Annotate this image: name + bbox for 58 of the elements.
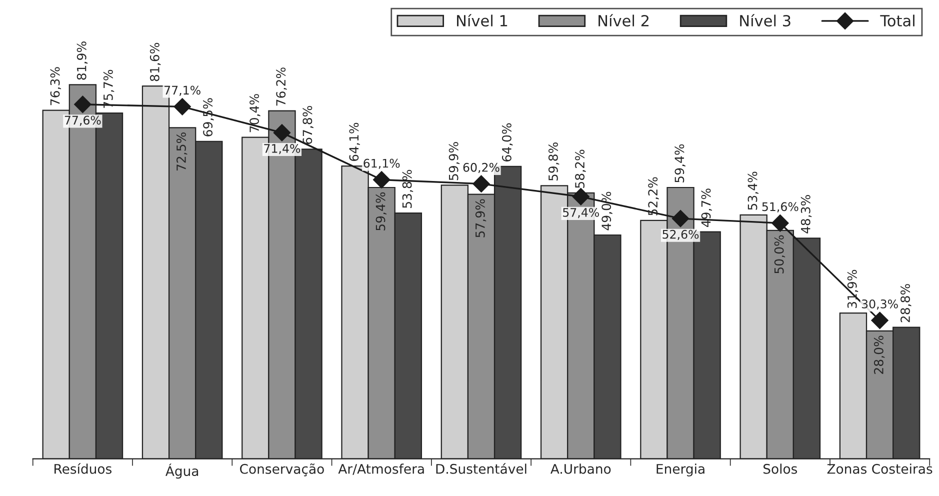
data-label: 31,9% [847,270,858,308]
point [772,214,789,232]
data-label: 77,6% [64,116,101,126]
data-label: 76,3% [50,67,62,106]
data-label: 49,0% [602,192,612,230]
data-label: 69,5% [203,98,214,136]
data-label: 60,2% [463,162,500,174]
point [672,210,690,228]
x-tick-label: Conservação [240,463,324,476]
data-label: 57,4% [563,208,599,218]
point [273,124,291,142]
data-label: 59,4% [674,144,686,182]
data-label: 61,1% [364,158,400,169]
x-tick-label: D.Sustentável [436,463,526,474]
x-tick-label: Água [166,464,198,479]
data-label: 81,9% [76,42,88,80]
x-tick-label: Energia [656,464,704,476]
data-label: 30,3% [862,299,898,310]
data-label: 59,8% [548,142,560,181]
data-label: 75,7% [103,70,114,108]
data-label: 64,1% [349,122,360,161]
data-label: 70,4% [250,94,260,132]
data-label: 59,9% [448,142,460,180]
data-label: 67,8% [302,106,314,144]
data-label: 53,8% [402,170,414,208]
data-label: 48,3% [800,195,812,234]
data-label: 52,6% [662,230,699,240]
data-label: 81,6% [150,42,161,82]
legend-label: Nível 2 [598,14,648,27]
point [373,171,390,188]
data-label: 76,2% [276,68,287,106]
data-label: 28,0% [874,336,885,374]
legend-label: Nível 3 [740,14,790,27]
data-label: 72,5% [176,132,188,171]
point [74,96,92,113]
x-tick-label: A.Urbano [550,464,611,474]
x-tick-label: Zonas Costeiras [827,464,932,474]
data-label: 57,9% [475,199,486,238]
point [871,312,888,329]
data-label: 64,0% [502,123,513,162]
data-label: 53,4% [748,172,758,210]
data-label: 59,4% [376,192,386,230]
point [572,188,590,206]
data-label: 52,2% [648,177,659,216]
point [174,98,191,116]
data-label: 77,1% [164,86,200,96]
x-tick-label: Solos [763,464,798,474]
legend-label: Total [880,14,914,27]
data-label: 28,8% [900,284,912,322]
data-label: 50,0% [774,235,786,274]
x-tick-label: Resíduos [54,463,112,474]
data-label: 49,7% [701,188,712,228]
data-label: 58,2% [575,150,586,188]
data-label: 71,4% [264,144,300,154]
point [472,175,490,192]
x-tick-label: Ar/Atmosfera [338,464,424,475]
data-label: 51,6% [762,202,798,212]
legend-label: Nível 1 [457,14,508,27]
